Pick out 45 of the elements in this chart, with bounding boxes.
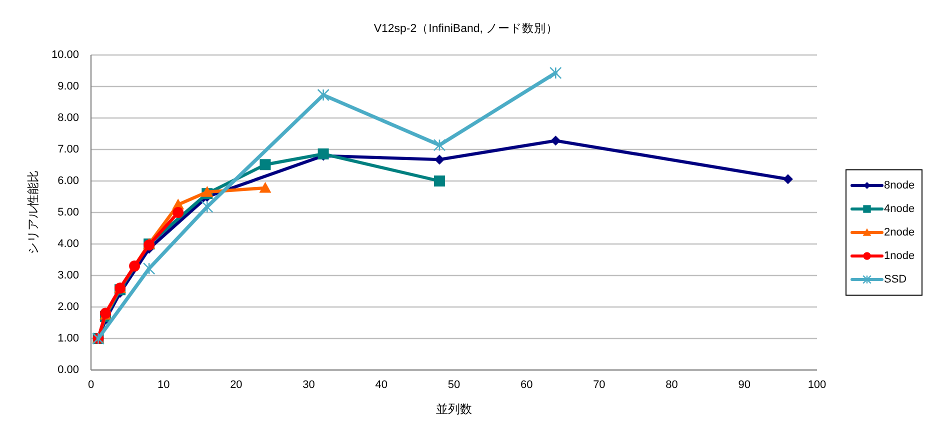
y-tick-label: 8.00	[58, 112, 79, 124]
legend-label: 8node	[884, 180, 915, 192]
y-tick-label: 9.00	[58, 80, 79, 92]
chart-title: V12sp-2（InfiniBand, ノード数別）	[374, 22, 558, 35]
point	[550, 136, 561, 146]
y-tick-label: 2.00	[58, 301, 79, 313]
point	[549, 66, 562, 80]
y-tick-label: 1.00	[58, 332, 79, 344]
point	[259, 182, 272, 193]
point	[260, 159, 271, 170]
point	[172, 207, 184, 218]
y-tick-label: 5.00	[58, 206, 79, 218]
x-tick-label: 0	[88, 379, 94, 391]
y-tick-label: 7.00	[58, 144, 79, 156]
point	[142, 262, 156, 275]
point	[317, 88, 330, 102]
x-tick-label: 70	[593, 379, 606, 391]
y-tick-label: 4.00	[58, 238, 79, 250]
x-tick-label: 10	[157, 379, 170, 391]
legend-label: 1node	[884, 250, 915, 262]
legend-label: 2node	[884, 226, 915, 238]
y-tick-label: 6.00	[58, 175, 79, 187]
point	[129, 260, 140, 272]
x-tick-label: 90	[738, 379, 751, 391]
y-tick-label: 10.00	[51, 49, 79, 61]
x-tick-label: 100	[808, 379, 826, 391]
x-axis-title: 並列数	[436, 402, 472, 416]
y-tick-label: 0.00	[58, 364, 79, 376]
point	[201, 186, 214, 197]
point	[201, 200, 214, 213]
x-tick-label: 80	[666, 379, 678, 391]
y-axis-title: シリアル性能比	[26, 170, 40, 254]
point	[434, 176, 445, 186]
x-tick-label: 50	[448, 379, 460, 391]
legend-label: SSD	[884, 274, 907, 286]
x-tick-label: 40	[375, 379, 388, 391]
x-tick-label: 30	[302, 379, 315, 391]
y-tick-label: 3.00	[58, 270, 79, 282]
point	[782, 174, 793, 184]
point	[434, 154, 444, 165]
x-tick-label: 20	[230, 379, 242, 391]
point	[433, 138, 446, 152]
point	[318, 148, 329, 160]
legend-label: 4node	[884, 203, 915, 215]
x-tick-label: 60	[520, 379, 533, 391]
